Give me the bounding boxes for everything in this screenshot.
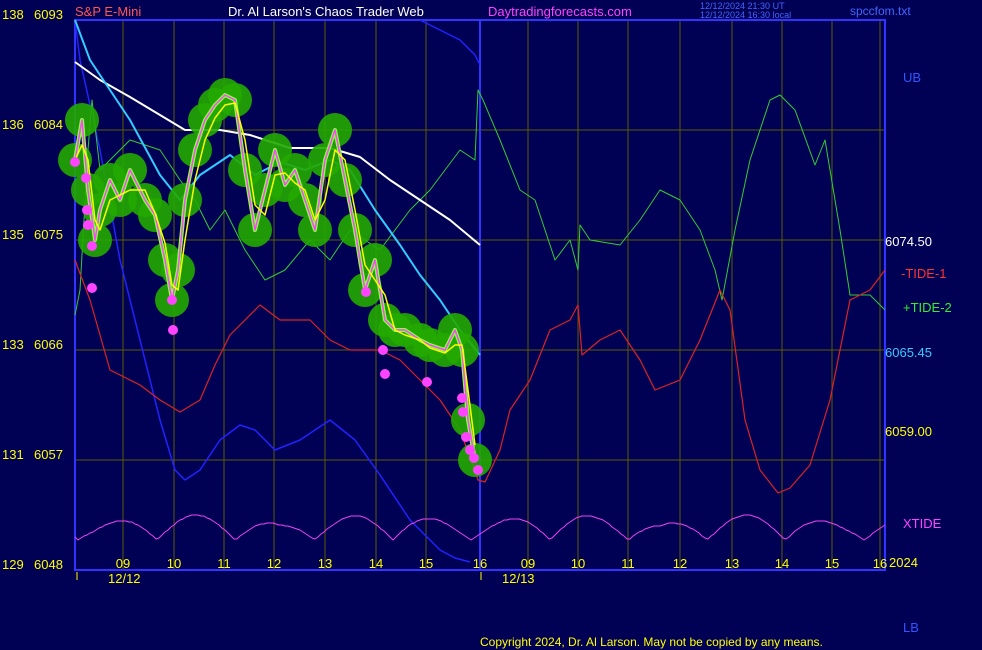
y-axis-label-a-0: 138 — [2, 7, 24, 22]
x-tick-label-13: 14 — [775, 556, 789, 571]
turn-dot-3 — [83, 220, 93, 230]
x-tick-label-2: 11 — [217, 556, 231, 571]
x-tick-label-6: 15 — [419, 556, 433, 571]
y-axis-label-b-2: 6075 — [34, 227, 63, 242]
x-tick-label-3: 12 — [267, 556, 281, 571]
turn-dot-11 — [422, 377, 432, 387]
year-label: 2024 — [889, 555, 918, 570]
turn-dot-14 — [461, 432, 471, 442]
site-link[interactable]: Daytradingforecasts.com — [488, 4, 632, 19]
x-tick-label-7: 16 — [473, 556, 487, 571]
y-axis-label-a-3: 133 — [2, 337, 24, 352]
turn-dot-1 — [81, 173, 91, 183]
turn-dot-13 — [458, 407, 468, 417]
lb-label: LB — [903, 620, 919, 635]
y-axis-label-a-1: 136 — [2, 117, 24, 132]
date-label-0: 12/12 — [108, 571, 141, 586]
ub-label: UB — [903, 70, 921, 85]
price-line — [74, 94, 476, 461]
chart-title: Dr. Al Larson's Chaos Trader Web — [228, 4, 424, 19]
cyan-value-label: 6065.45 — [885, 345, 932, 360]
y-axis-label-a-2: 135 — [2, 227, 24, 242]
turn-dot-5 — [87, 283, 97, 293]
xtide-line — [74, 514, 886, 541]
y-axis-label-a-5: 129 — [2, 557, 24, 572]
y-axis-label-b-4: 6057 — [34, 447, 63, 462]
x-tick-label-14: 15 — [825, 556, 839, 571]
y-axis-label-b-0: 6093 — [34, 7, 63, 22]
x-tick-label-9: 10 — [571, 556, 585, 571]
x-tick-label-10: 11 — [621, 556, 635, 571]
file-name: spccfom.txt — [850, 4, 911, 18]
tide1-line — [74, 259, 886, 494]
x-tick-label-12: 13 — [725, 556, 739, 571]
symbol-title: S&P E-Mini — [75, 4, 142, 19]
yellow-value-label: 6059.00 — [885, 424, 932, 439]
turn-dot-17 — [473, 465, 483, 475]
turn-dot-0 — [70, 157, 80, 167]
y-axis-label-a-4: 131 — [2, 447, 24, 462]
tide1-label: -TIDE-1 — [901, 266, 947, 281]
y-axis-label-b-5: 6048 — [34, 557, 63, 572]
timestamp-local: 12/12/2024 16:30 local — [700, 10, 792, 20]
x-tick-label-0: 09 — [116, 556, 130, 571]
x-tick-label-4: 13 — [318, 556, 332, 571]
white-value-label: 6074.50 — [885, 234, 932, 249]
y-axis-label-b-3: 6066 — [34, 337, 63, 352]
turn-dot-10 — [380, 369, 390, 379]
x-tick-label-5: 14 — [369, 556, 383, 571]
turn-dot-6 — [167, 295, 177, 305]
turn-dot-2 — [82, 205, 92, 215]
tide2-label: +TIDE-2 — [903, 300, 952, 315]
turn-dot-16 — [469, 453, 479, 463]
turn-dot-12 — [457, 393, 467, 403]
turn-dot-15 — [465, 445, 475, 455]
blue-band-lower — [74, 19, 471, 563]
y-axis-label-b-1: 6084 — [34, 117, 63, 132]
turn-dot-8 — [361, 287, 371, 297]
blue-band-upper — [419, 19, 481, 66]
turn-dot-7 — [168, 325, 178, 335]
xtide-label: XTIDE — [903, 516, 942, 531]
yellow-average-line — [74, 102, 476, 446]
turn-dot-4 — [87, 241, 97, 251]
tide2-line — [74, 89, 886, 316]
x-tick-label-15: 16 — [873, 556, 887, 571]
copyright-text: Copyright 2024, Dr. Al Larson. May not b… — [480, 635, 823, 649]
x-tick-label-8: 09 — [521, 556, 535, 571]
timestamp-ut: 12/12/2024 21:30 UT — [700, 1, 785, 11]
turn-dot-9 — [378, 345, 388, 355]
date-label-1: 12/13 — [502, 571, 535, 586]
x-tick-label-11: 12 — [673, 556, 687, 571]
x-tick-label-1: 10 — [167, 556, 181, 571]
